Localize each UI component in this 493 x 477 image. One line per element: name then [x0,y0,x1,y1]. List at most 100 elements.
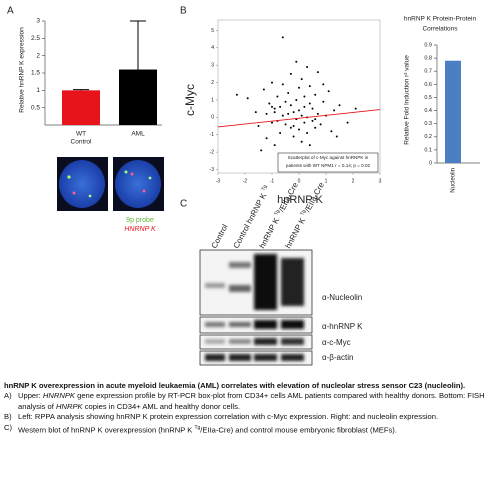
x-tick-label: -2 [243,178,248,184]
y-tick-label: 0.5 [424,95,432,101]
point [322,100,325,103]
x-tick-label: AML [131,131,145,138]
lane-label: Control [210,223,230,250]
caption-part: HNRNPK [42,391,75,401]
point [268,102,271,105]
x-tick-label: -1 [270,178,275,184]
band [254,338,277,345]
caption-part: Left: RPPA analysis showing hnRNP K prot… [18,412,439,422]
y-tick-label: -2 [210,149,215,155]
point [303,105,306,108]
y-tick-label: 0.7 [424,69,432,75]
point [338,104,341,107]
point [271,105,273,108]
fish-signal [130,172,134,176]
y-tick-label: -3 [210,167,215,173]
y-tick-label: 0.4 [424,108,432,114]
y-tick-label: 4 [211,45,214,51]
band [205,354,225,361]
x-tick-label: WT [76,131,86,138]
point [295,60,298,63]
point [292,125,295,128]
band [229,262,251,268]
annotation: patients with WT NPM1 r = 0.14; p = 0.02 [286,163,371,168]
y-tick-label: 0 [211,115,214,121]
point [311,107,314,110]
point [284,123,287,126]
point [279,132,282,135]
caption-part: Western blot of hnRNP K overexpression (… [18,425,195,435]
point [316,71,319,74]
point [273,144,276,147]
point [308,144,311,147]
point [300,140,303,143]
point [306,132,309,135]
point [306,65,309,68]
lane-text: hnRNP K [258,214,283,250]
x-tick-label: 3 [379,178,382,184]
point [260,149,263,152]
band [205,283,225,288]
point [335,135,338,138]
caption-text: Left: RPPA analysis showing hnRNP K prot… [18,412,438,422]
fish-label: 9p probe [126,217,154,224]
caption-part: Tg [194,424,201,431]
error-bar [73,89,89,91]
point [298,86,300,89]
lane-sup: Tg [300,209,308,217]
point [279,105,282,108]
annotation: Scatterplot of c-Myc against hnRNPK in [288,155,369,160]
lane-text: Control [210,223,230,250]
point [281,36,284,39]
y-tick-label: -1 [210,132,215,138]
point [314,118,317,121]
point [271,81,273,84]
panel-letter: B [180,6,187,17]
point [311,119,314,122]
point [354,107,357,110]
error-bar [130,20,146,70]
annotation-box [277,152,379,173]
nucleus [59,160,105,208]
panel-letter: C [180,199,187,210]
caption-item: A) Upper: HNRNPK gene expression profile … [4,391,488,412]
lane-text: hnRNP K [284,214,309,250]
point [287,112,290,115]
point [300,78,303,81]
lane-sup: Tg [261,184,269,192]
chart-title: hnRNP K Protein-Protein [404,16,477,23]
y-axis-label: Relative Fold Induction r² value [404,55,411,145]
caption-item: B) Left: RPPA analysis showing hnRNP K pr… [4,412,488,422]
caption-part: copies in CD34+ AML and healthy donor ce… [82,401,240,411]
caption-letter: B) [4,412,12,422]
point [271,121,273,124]
point [308,102,311,105]
bar [119,69,157,125]
western-blot [199,249,313,366]
x-tick-label: 2 [352,178,355,184]
y-tick-label: 3 [36,18,40,25]
point [273,111,276,114]
point [289,104,292,107]
point [284,100,287,103]
fish-signal [67,175,71,179]
band [205,339,225,344]
caption-part: HNRPK [56,401,83,411]
point [289,72,292,75]
caption-item: C) Western blot of hnRNP K overexpression… [4,423,488,436]
point [281,114,284,117]
row-label: α-β-actin [322,353,353,362]
band [254,320,277,329]
point [346,121,349,124]
point [330,130,333,133]
band [229,285,251,292]
y-tick-label: 1.5 [31,70,40,77]
band [229,354,251,361]
point [235,93,238,96]
band [281,258,304,306]
point [327,90,330,93]
point [265,137,268,140]
x-tick-label: 1 [325,178,328,184]
y-axis-label: c-Myc [183,84,197,116]
fish-label: HNRNP K [124,226,156,233]
